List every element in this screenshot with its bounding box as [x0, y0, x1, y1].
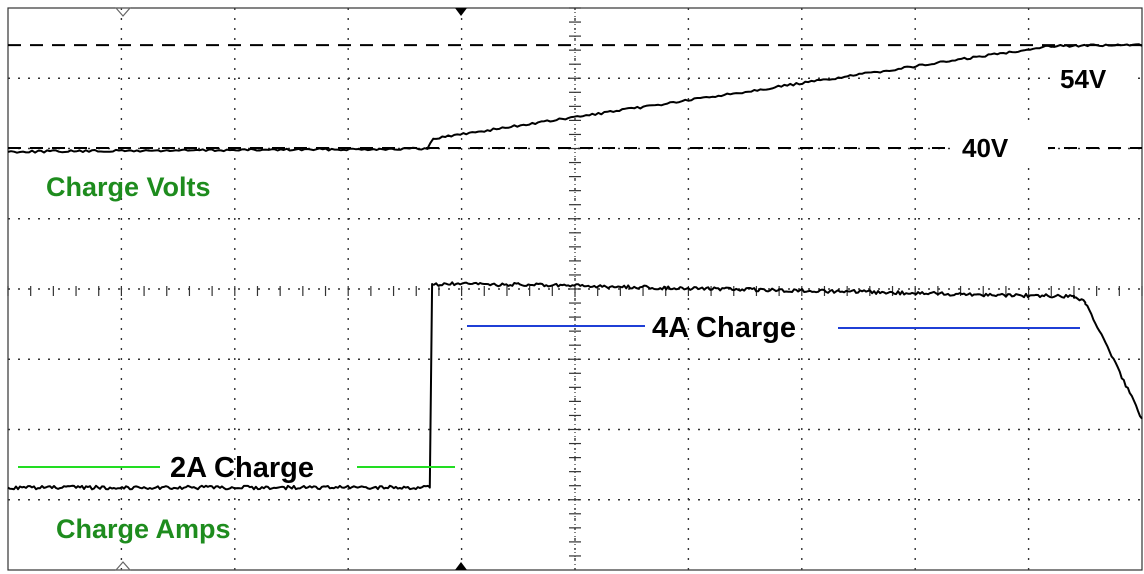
label-bg-40v: [954, 128, 1048, 166]
series-line-charge-volts: [7, 43, 1143, 154]
label-bg-54v: [1052, 60, 1130, 96]
series-line-charge-amps: [7, 281, 1143, 491]
trigger-marker-top: [455, 8, 467, 16]
annotation-2a-charge: 2A Charge: [170, 452, 314, 484]
annotation-4a-charge: 4A Charge: [652, 312, 796, 344]
marker-open-bottom-left: [114, 561, 132, 571]
series-label-charge-amps: Charge Amps: [56, 514, 231, 544]
series-label-charge-volts: Charge Volts: [46, 172, 211, 202]
marker-open-top-left: [114, 7, 132, 17]
reference-label-54v: 54V: [1060, 64, 1107, 94]
reference-label-40v: 40V: [962, 133, 1009, 163]
trigger-marker-bottom: [455, 562, 467, 570]
